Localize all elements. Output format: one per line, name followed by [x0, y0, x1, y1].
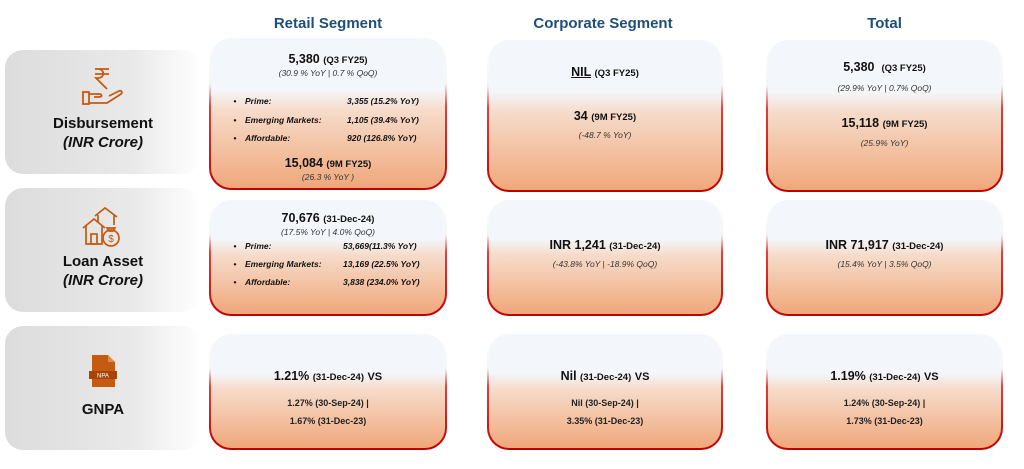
list-item: • Emerging Markets: 1,105 (39.4% YoY) — [233, 115, 419, 125]
card-disbursement-corporate: NIL (Q3 FY25) 34 (9M FY25) (-48.7 % YoY) — [487, 40, 723, 192]
value-line: 1.19% (31-Dec-24) VS — [830, 369, 939, 383]
ytd-growth: (26.3 % YoY ) — [301, 172, 355, 182]
comparison-line: 3.35% (31-Dec-23) — [566, 416, 644, 426]
row-title: GNPA — [81, 401, 125, 418]
comparison-line: 1.24% (30-Sep-24) | — [843, 398, 926, 408]
npa-document-icon: NPA — [89, 355, 117, 387]
value: 5,380 — [288, 52, 320, 66]
row-subtitle: (INR Crore) — [62, 134, 143, 151]
value-line: NIL (Q3 FY25) — [571, 65, 639, 79]
growth: (-43.8% YoY | -18.9% QoQ) — [552, 259, 658, 269]
svg-text:NPA: NPA — [97, 374, 109, 380]
ytd-line: 34 (9M FY25) — [573, 109, 637, 123]
card-gnpa-total: 1.19% (31-Dec-24) VS 1.24% (30-Sep-24) |… — [766, 334, 1003, 450]
column-header-retail: Retail Segment — [273, 15, 383, 32]
svg-text:$: $ — [108, 234, 114, 245]
column-header-total: Total — [867, 15, 902, 32]
row-label-gnpa: NPA GNPA — [5, 326, 201, 450]
growth: (15.4% YoY | 3.5% QoQ) — [837, 259, 932, 269]
column-header-corporate: Corporate Segment — [533, 15, 673, 32]
growth: (29.9% YoY | 0.7% QoQ) — [837, 83, 932, 93]
card-loan-asset-total: INR 71,917 (31-Dec-24) (15.4% YoY | 3.5%… — [766, 200, 1003, 316]
card-disbursement-retail: 5,380 (Q3 FY25) (30.9 % YoY | 0.7 % QoQ)… — [209, 38, 447, 190]
value-line: 5,380 (Q3 FY25) — [843, 60, 926, 74]
comparison-line: 1.67% (31-Dec-23) — [289, 416, 367, 426]
value-line: 5,380 (Q3 FY25) — [211, 52, 445, 66]
comparison-line: 1.73% (31-Dec-23) — [846, 416, 923, 426]
comparison-line: Nil (30-Sep-24) | — [571, 398, 639, 408]
ytd-growth: (25.9% YoY) — [860, 138, 909, 148]
growth: (17.5% YoY | 4.0% QoQ) — [280, 227, 376, 237]
comparison-line: 1.27% (30-Sep-24) | — [287, 398, 369, 408]
period: (Q3 FY25) — [323, 55, 368, 66]
row-title: Loan Asset — [62, 253, 144, 270]
ytd-line: 15,084 (9M FY25) — [284, 156, 372, 170]
card-loan-asset-corporate: INR 1,241 (31-Dec-24) (-43.8% YoY | -18.… — [487, 200, 723, 316]
value-line: 70,676 (31-Dec-24) — [281, 211, 375, 225]
list-item: • Prime: 3,355 (15.2% YoY) — [233, 96, 419, 106]
list-item: • Affordable: 920 (126.8% YoY) — [233, 133, 417, 143]
rupee-hand-icon — [82, 68, 123, 105]
row-subtitle: (INR Crore) — [62, 272, 143, 289]
growth: (30.9 % YoY | 0.7 % QoQ) — [278, 68, 378, 78]
ytd-line: 15,118 (9M FY25) — [841, 116, 928, 130]
ytd-growth: (-48.7 % YoY) — [578, 130, 632, 140]
row-title: Disbursement — [52, 115, 154, 132]
value-line: INR 1,241 (31-Dec-24) — [549, 238, 661, 252]
list-item: • Prime: 53,669(11.3% YoY) — [233, 241, 417, 251]
houses-money-bag-icon: $ — [82, 206, 120, 247]
card-loan-asset-retail: 70,676 (31-Dec-24) (17.5% YoY | 4.0% QoQ… — [209, 200, 447, 316]
card-disbursement-total: 5,380 (Q3 FY25) (29.9% YoY | 0.7% QoQ) 1… — [766, 40, 1003, 192]
value-line: 1.21% (31-Dec-24) VS — [273, 369, 383, 383]
list-item: • Affordable: 3,838 (234.0% YoY) — [233, 277, 420, 287]
card-gnpa-retail: 1.21% (31-Dec-24) VS 1.27% (30-Sep-24) |… — [209, 334, 447, 450]
value-line: Nil (31-Dec-24) VS — [560, 369, 650, 383]
row-label-disbursement: Disbursement (INR Crore) — [5, 50, 201, 174]
card-gnpa-corporate: Nil (31-Dec-24) VS Nil (30-Sep-24) | 3.3… — [487, 334, 723, 450]
value-line: INR 71,917 (31-Dec-24) — [825, 238, 944, 252]
list-item: • Emerging Markets: 13,169 (22.5% YoY) — [233, 259, 420, 269]
row-label-loan-asset: $ Loan Asset (INR Crore) — [5, 188, 201, 312]
